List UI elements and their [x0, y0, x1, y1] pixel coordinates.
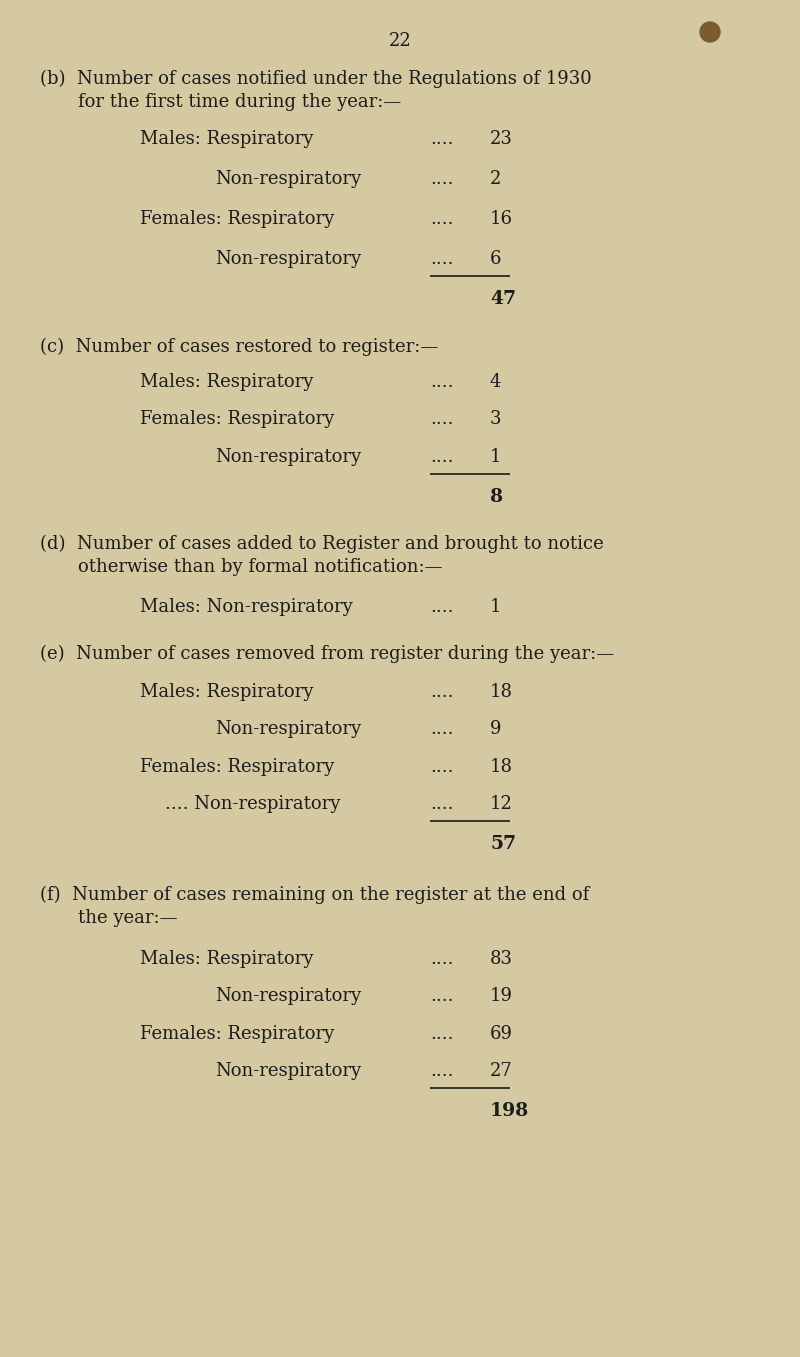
Text: Non-respiratory: Non-respiratory — [215, 170, 361, 189]
Text: .... Non-respiratory: .... Non-respiratory — [165, 795, 340, 813]
Text: ....: .... — [430, 598, 454, 616]
Text: Non-respiratory: Non-respiratory — [215, 987, 361, 1006]
Text: ....: .... — [430, 373, 454, 391]
Text: 19: 19 — [490, 987, 513, 1006]
Text: 8: 8 — [490, 489, 503, 506]
Text: 47: 47 — [490, 290, 516, 308]
Text: 3: 3 — [490, 410, 502, 427]
Text: ....: .... — [430, 1025, 454, 1044]
Text: 16: 16 — [490, 210, 513, 228]
Text: (b)  Number of cases notified under the Regulations of 1930: (b) Number of cases notified under the R… — [40, 71, 592, 88]
Text: Non-respiratory: Non-respiratory — [215, 250, 361, 267]
Text: Non-respiratory: Non-respiratory — [215, 448, 361, 465]
Text: ....: .... — [430, 170, 454, 189]
Text: Females: Respiratory: Females: Respiratory — [140, 210, 334, 228]
Text: 12: 12 — [490, 795, 513, 813]
Text: 57: 57 — [490, 835, 516, 854]
Text: 22: 22 — [389, 33, 411, 50]
Text: the year:—: the year:— — [78, 909, 178, 927]
Text: ....: .... — [430, 683, 454, 702]
Text: otherwise than by formal notification:—: otherwise than by formal notification:— — [78, 558, 442, 575]
Text: 9: 9 — [490, 721, 502, 738]
Text: Males: Non-respiratory: Males: Non-respiratory — [140, 598, 353, 616]
Text: Males: Respiratory: Males: Respiratory — [140, 130, 314, 148]
Text: 6: 6 — [490, 250, 502, 267]
Text: (f)  Number of cases remaining on the register at the end of: (f) Number of cases remaining on the reg… — [40, 886, 590, 904]
Text: ....: .... — [430, 950, 454, 968]
Text: 1: 1 — [490, 448, 502, 465]
Text: ....: .... — [430, 795, 454, 813]
Text: 198: 198 — [490, 1102, 530, 1120]
Text: Females: Respiratory: Females: Respiratory — [140, 759, 334, 776]
Text: (d)  Number of cases added to Register and brought to notice: (d) Number of cases added to Register an… — [40, 535, 604, 554]
Text: for the first time during the year:—: for the first time during the year:— — [78, 94, 402, 111]
Text: Non-respiratory: Non-respiratory — [215, 1063, 361, 1080]
Text: 1: 1 — [490, 598, 502, 616]
Text: ....: .... — [430, 448, 454, 465]
Text: ....: .... — [430, 759, 454, 776]
Text: Non-respiratory: Non-respiratory — [215, 721, 361, 738]
Text: 23: 23 — [490, 130, 513, 148]
Text: ....: .... — [430, 250, 454, 267]
Text: ....: .... — [430, 210, 454, 228]
Circle shape — [700, 22, 720, 42]
Text: (e)  Number of cases removed from register during the year:—: (e) Number of cases removed from registe… — [40, 645, 614, 664]
Text: Males: Respiratory: Males: Respiratory — [140, 373, 314, 391]
Text: Males: Respiratory: Males: Respiratory — [140, 683, 314, 702]
Text: 69: 69 — [490, 1025, 513, 1044]
Text: 2: 2 — [490, 170, 502, 189]
Text: Males: Respiratory: Males: Respiratory — [140, 950, 314, 968]
Text: 27: 27 — [490, 1063, 513, 1080]
Text: Females: Respiratory: Females: Respiratory — [140, 410, 334, 427]
Text: 4: 4 — [490, 373, 502, 391]
Text: ....: .... — [430, 1063, 454, 1080]
Text: (c)  Number of cases restored to register:—: (c) Number of cases restored to register… — [40, 338, 438, 357]
Text: ....: .... — [430, 721, 454, 738]
Text: 18: 18 — [490, 759, 513, 776]
Text: Females: Respiratory: Females: Respiratory — [140, 1025, 334, 1044]
Text: ....: .... — [430, 410, 454, 427]
Text: ....: .... — [430, 130, 454, 148]
Text: 83: 83 — [490, 950, 513, 968]
Text: 18: 18 — [490, 683, 513, 702]
Text: ....: .... — [430, 987, 454, 1006]
